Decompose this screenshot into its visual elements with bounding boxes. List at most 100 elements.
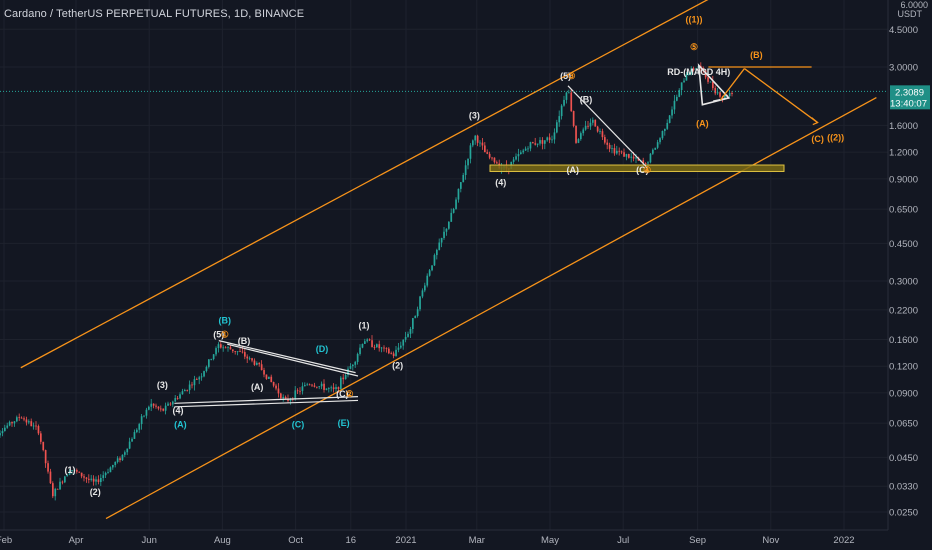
candle-up	[683, 80, 685, 83]
candle-up	[320, 383, 323, 387]
candle-down	[280, 393, 282, 399]
wave-label: ①	[221, 330, 229, 340]
candle-down	[613, 148, 616, 154]
candle-up	[563, 99, 565, 106]
candle-up	[131, 438, 133, 442]
candle-up	[668, 115, 671, 123]
candle-up	[517, 154, 520, 157]
candle-down	[541, 140, 544, 144]
wave-label: (3)	[469, 111, 480, 121]
candle-down	[383, 347, 385, 349]
x-tick-label: Apr	[69, 535, 84, 546]
candle-down	[575, 125, 577, 143]
y-tick-label: 0.1600	[889, 335, 918, 346]
candle-down	[620, 151, 623, 153]
y-tick-label: 0.3000	[889, 277, 918, 288]
candle-down	[496, 162, 498, 164]
candle-up	[671, 109, 673, 116]
candle-up	[474, 135, 477, 141]
candle-up	[359, 347, 361, 354]
wave-label: (1)	[65, 465, 76, 475]
candle-up	[450, 212, 453, 222]
candle-up	[304, 385, 306, 387]
candle-down	[35, 425, 37, 427]
candle-down	[534, 143, 537, 145]
triangle-lower-line[interactable]	[174, 396, 359, 404]
x-tick-label: Mar	[469, 535, 485, 546]
candle-up	[16, 417, 18, 422]
axis-currency-unit: USDT	[898, 9, 923, 19]
triangle-upper-line-2[interactable]	[227, 343, 359, 377]
candle-up	[625, 154, 628, 157]
candle-down	[196, 379, 198, 380]
candle-up	[426, 275, 429, 286]
candle-up	[174, 398, 177, 402]
candle-up	[469, 145, 472, 159]
candle-down	[378, 344, 381, 349]
candle-up	[654, 147, 657, 150]
candle-down	[40, 433, 42, 442]
candle-down	[251, 358, 253, 361]
wave-label: ((1))	[686, 14, 703, 24]
triangle-lower-line-2[interactable]	[174, 399, 359, 408]
triangle-upper-line[interactable]	[218, 340, 356, 374]
candle-down	[220, 344, 222, 348]
candle-up	[652, 149, 654, 154]
wave-label: ④	[643, 165, 651, 175]
candle-up	[553, 132, 556, 140]
projection-line-up[interactable]	[719, 68, 745, 101]
candle-up	[210, 359, 213, 360]
candle-down	[241, 351, 244, 353]
candle-down	[532, 142, 534, 144]
candle-down	[390, 353, 393, 355]
candle-up	[659, 138, 661, 143]
support-zone-box[interactable]	[489, 164, 785, 172]
x-tick-label: Jun	[142, 535, 157, 546]
candle-down	[25, 419, 28, 423]
candle-down	[719, 92, 721, 97]
x-tick-label: 2022	[833, 535, 854, 546]
candle-down	[83, 476, 85, 478]
candle-up	[558, 116, 561, 123]
candle-down	[277, 388, 280, 394]
candle-down	[258, 362, 261, 365]
x-tick-label: May	[541, 535, 559, 546]
x-tick-label: Feb	[0, 535, 12, 546]
candle-down	[604, 137, 606, 143]
candle-up	[512, 159, 515, 162]
candle-down	[311, 384, 313, 386]
candle-up	[104, 472, 107, 476]
candle-up	[203, 371, 205, 377]
candle-up	[551, 139, 553, 141]
candle-up	[112, 464, 114, 468]
projection-line-down[interactable]	[744, 68, 818, 124]
candle-up	[167, 403, 169, 406]
candle-up	[724, 95, 726, 99]
candle-up	[522, 150, 525, 153]
candle-up	[457, 188, 460, 200]
candle-up	[676, 96, 678, 101]
candle-up	[440, 238, 443, 243]
wave-label: (3)	[157, 380, 168, 390]
candle-up	[208, 359, 210, 367]
current-price-tag[interactable]	[890, 85, 930, 110]
candle-up	[145, 409, 148, 416]
candle-down	[152, 403, 155, 406]
channel-upper-line[interactable]	[20, 0, 757, 369]
candle-up	[436, 249, 438, 256]
candle-up	[568, 92, 570, 94]
candle-up	[347, 368, 349, 375]
candle-down	[97, 479, 100, 483]
candle-up	[690, 68, 693, 74]
candle-up	[289, 398, 292, 401]
wedge-triangle[interactable]	[697, 63, 731, 106]
channel-lower-line[interactable]	[105, 96, 877, 520]
candle-up	[124, 452, 126, 455]
correction-trend-line[interactable]	[567, 85, 647, 167]
candle-down	[707, 77, 709, 82]
candle-up	[452, 208, 455, 213]
candle-up	[349, 366, 352, 369]
y-tick-label: 0.0330	[889, 482, 918, 493]
candle-up	[344, 374, 347, 380]
